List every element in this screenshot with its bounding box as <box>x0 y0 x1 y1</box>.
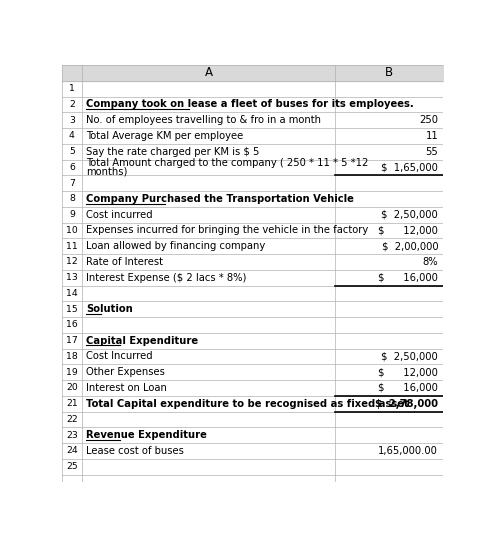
Text: 20: 20 <box>66 383 78 392</box>
Text: 18: 18 <box>66 352 78 361</box>
Text: Interest on Loan: Interest on Loan <box>86 383 167 393</box>
Text: 2: 2 <box>69 100 75 109</box>
Text: $  1,65,000: $ 1,65,000 <box>381 163 438 172</box>
Text: 7: 7 <box>69 179 75 188</box>
Text: 17: 17 <box>66 336 78 345</box>
Text: 13: 13 <box>66 273 78 282</box>
Text: 8%: 8% <box>423 257 438 267</box>
Text: Total Amount charged to the company ( 250 * 11 * 5 *12: Total Amount charged to the company ( 25… <box>86 158 369 168</box>
Text: $      12,000: $ 12,000 <box>378 225 438 235</box>
Text: $      16,000: $ 16,000 <box>378 383 438 393</box>
Text: Interest Expense ($ 2 lacs * 8%): Interest Expense ($ 2 lacs * 8%) <box>86 273 246 282</box>
Text: Cost incurred: Cost incurred <box>86 210 153 220</box>
Text: 1: 1 <box>69 84 75 93</box>
Text: Cost Incurred: Cost Incurred <box>86 351 153 362</box>
Text: 19: 19 <box>66 367 78 377</box>
Text: Expenses incurred for bringing the vehicle in the factory: Expenses incurred for bringing the vehic… <box>86 225 369 235</box>
Text: 15: 15 <box>66 305 78 314</box>
Text: $      12,000: $ 12,000 <box>378 367 438 377</box>
Text: 21: 21 <box>66 399 78 408</box>
Text: Other Expenses: Other Expenses <box>86 367 165 377</box>
Text: Capital Expenditure: Capital Expenditure <box>86 335 198 346</box>
Text: 22: 22 <box>66 415 78 424</box>
Text: Total Average KM per employee: Total Average KM per employee <box>86 131 244 141</box>
Text: 23: 23 <box>66 431 78 440</box>
Text: $  2,78,000: $ 2,78,000 <box>375 398 438 409</box>
Text: 16: 16 <box>66 320 78 330</box>
Text: Rate of Interest: Rate of Interest <box>86 257 163 267</box>
Text: 3: 3 <box>69 115 75 125</box>
Text: Solution: Solution <box>86 304 133 314</box>
Text: 8: 8 <box>69 195 75 203</box>
Text: 11: 11 <box>426 131 438 141</box>
Text: Say the rate charged per KM is $ 5: Say the rate charged per KM is $ 5 <box>86 147 260 157</box>
Text: 250: 250 <box>419 115 438 125</box>
Text: 1,65,000.00: 1,65,000.00 <box>378 446 438 456</box>
Text: 4: 4 <box>69 131 75 140</box>
Text: $  2,00,000: $ 2,00,000 <box>382 241 438 251</box>
Text: months): months) <box>86 167 127 177</box>
Text: $  2,50,000: $ 2,50,000 <box>381 351 438 362</box>
Text: 10: 10 <box>66 226 78 235</box>
Text: 12: 12 <box>66 257 78 267</box>
Text: Revenue Expenditure: Revenue Expenditure <box>86 430 207 440</box>
Text: Total Capital expenditure to be recognised as fixed asset: Total Capital expenditure to be recognis… <box>86 398 409 409</box>
Text: No. of employees travelling to & fro in a month: No. of employees travelling to & fro in … <box>86 115 321 125</box>
Text: Company Purchased the Transportation Vehicle: Company Purchased the Transportation Veh… <box>86 194 354 204</box>
Text: 14: 14 <box>66 289 78 298</box>
Text: Company took on lease a fleet of buses for its employees.: Company took on lease a fleet of buses f… <box>86 99 414 109</box>
Text: 6: 6 <box>69 163 75 172</box>
Text: Lease cost of buses: Lease cost of buses <box>86 446 184 456</box>
Text: 5: 5 <box>69 147 75 156</box>
Text: 25: 25 <box>66 462 78 471</box>
Text: 55: 55 <box>426 147 438 157</box>
Text: 11: 11 <box>66 242 78 250</box>
Text: 9: 9 <box>69 210 75 219</box>
Text: $      16,000: $ 16,000 <box>378 273 438 282</box>
Text: 24: 24 <box>66 447 78 455</box>
Text: Loan allowed by financing company: Loan allowed by financing company <box>86 241 266 251</box>
Text: A: A <box>205 67 213 80</box>
Text: B: B <box>385 67 393 80</box>
Text: $  2,50,000: $ 2,50,000 <box>381 210 438 220</box>
